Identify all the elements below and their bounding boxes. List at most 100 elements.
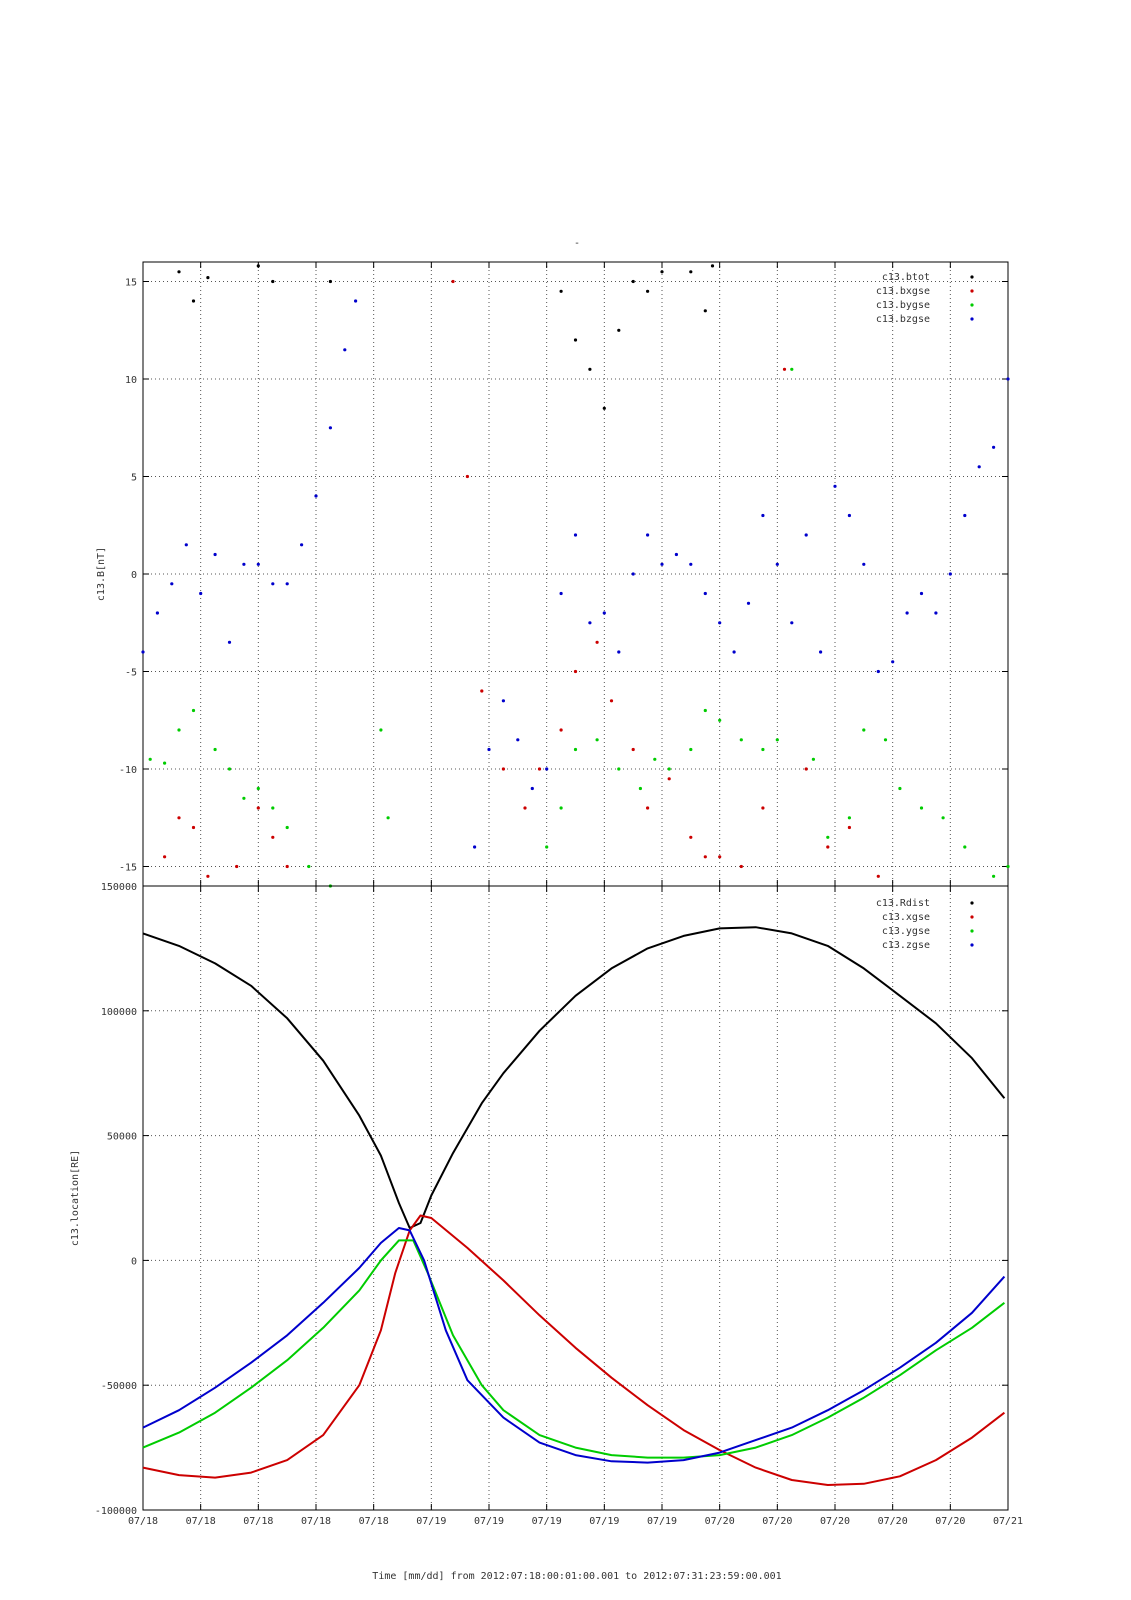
- x-tick-label: 07/18: [128, 1516, 158, 1527]
- series-c13-btot: [177, 264, 715, 410]
- x-tick-label: 07/19: [589, 1516, 619, 1527]
- data-point: [184, 543, 188, 547]
- y-tick-label: -50000: [101, 1381, 137, 1392]
- data-point: [573, 338, 578, 342]
- y-tick-label: -100000: [95, 1506, 137, 1517]
- data-point: [660, 562, 664, 566]
- series-line-c13-ygse: [142, 1239, 1006, 1459]
- data-point: [718, 621, 722, 625]
- data-point: [761, 747, 765, 752]
- legend-marker: [970, 943, 974, 947]
- data-point: [876, 874, 880, 878]
- data-point: [667, 777, 671, 781]
- data-point: [941, 816, 945, 820]
- data-point: [876, 669, 880, 674]
- data-point: [300, 543, 304, 547]
- data-point: [227, 767, 232, 771]
- data-point: [307, 864, 311, 869]
- data-point: [545, 845, 549, 849]
- legend-marker: [970, 275, 974, 279]
- y-tick-label: 150000: [101, 882, 137, 893]
- data-point: [646, 289, 650, 293]
- x-tick-label: 07/20: [878, 1516, 908, 1527]
- data-point: [487, 747, 491, 752]
- data-point: [1006, 377, 1010, 381]
- data-point: [213, 747, 217, 752]
- legend-label: c13.zgse: [882, 940, 930, 951]
- data-point: [992, 874, 996, 878]
- data-point: [689, 835, 693, 839]
- data-point: [530, 786, 534, 791]
- legend-label: c13.bzgse: [876, 314, 930, 325]
- data-point: [141, 650, 145, 654]
- x-tick-label: 07/20: [705, 1516, 735, 1527]
- panel-magnetic-field: 15 10 5 0 -5 -10 -15 c13.B[nT] c13.btot c13.bxgse…: [96, 261, 1010, 888]
- data-point: [523, 806, 527, 810]
- data-point: [660, 270, 664, 274]
- legend-label: c13.xgse: [882, 912, 930, 923]
- data-point: [501, 767, 505, 771]
- y-tick-label: -5: [125, 668, 137, 679]
- data-point: [617, 650, 621, 654]
- data-point: [746, 601, 751, 605]
- data-point: [718, 718, 722, 722]
- data-point: [256, 806, 260, 810]
- data-point: [242, 796, 246, 800]
- data-point: [631, 747, 635, 752]
- series-c13-bxgse: [163, 279, 880, 878]
- x-tick-label: 07/19: [474, 1516, 504, 1527]
- data-point: [790, 367, 794, 371]
- data-point: [811, 757, 816, 761]
- data-point: [898, 786, 902, 791]
- x-tick-label: 07/19: [416, 1516, 446, 1527]
- data-point: [703, 708, 707, 713]
- data-point: [328, 426, 332, 430]
- x-tick-label: 07/21: [993, 1516, 1023, 1527]
- data-point: [537, 767, 542, 771]
- data-point: [206, 276, 210, 280]
- data-point: [379, 728, 383, 732]
- data-point: [343, 348, 347, 352]
- data-point: [256, 562, 260, 566]
- data-point: [473, 845, 477, 849]
- data-point: [833, 484, 837, 488]
- data-point: [595, 640, 599, 644]
- data-point: [847, 816, 852, 820]
- data-point: [602, 406, 606, 410]
- data-point: [573, 533, 578, 537]
- legend-label: c13.bxgse: [876, 286, 930, 297]
- y-tick-label: 10: [125, 375, 137, 386]
- data-point: [595, 738, 599, 742]
- data-point: [703, 855, 707, 859]
- data-point: [242, 562, 246, 566]
- data-point: [703, 309, 707, 313]
- data-point: [718, 855, 722, 859]
- data-point: [883, 738, 888, 742]
- data-point: [1006, 864, 1010, 869]
- x-tick-label: 07/18: [301, 1516, 331, 1527]
- data-point: [617, 328, 621, 332]
- data-point: [609, 699, 614, 703]
- data-point: [674, 552, 679, 557]
- data-point: [199, 591, 203, 596]
- data-point: [732, 650, 736, 654]
- data-point: [638, 786, 643, 791]
- data-point: [573, 747, 578, 752]
- data-point: [545, 767, 549, 771]
- y-tick-label: 100000: [101, 1007, 137, 1018]
- data-point: [559, 591, 563, 596]
- data-point: [963, 845, 967, 849]
- data-point: [271, 835, 275, 839]
- series-c13-bzgse: [141, 299, 1010, 849]
- data-point: [934, 611, 938, 615]
- data-point: [271, 582, 275, 586]
- data-point: [790, 621, 794, 625]
- data-point: [163, 761, 167, 765]
- y-tick-label: 0: [131, 1256, 137, 1267]
- data-point: [148, 757, 152, 761]
- legend-marker: [970, 929, 974, 933]
- data-point: [739, 864, 743, 869]
- data-point: [516, 738, 520, 742]
- data-point: [631, 279, 635, 284]
- data-point: [588, 621, 592, 625]
